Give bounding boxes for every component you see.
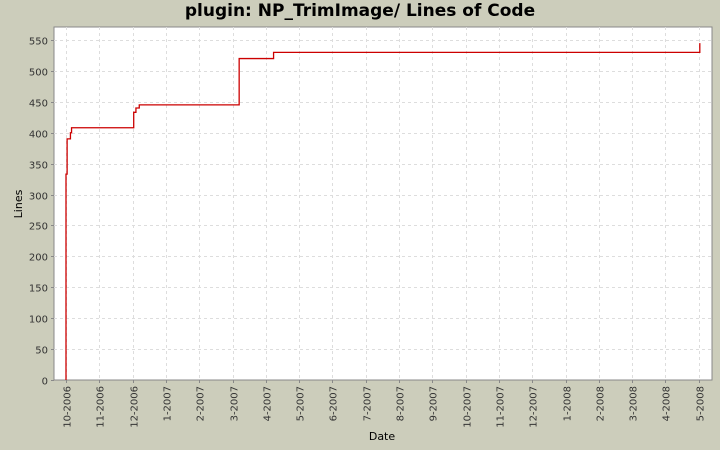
y-axis-label: Lines	[12, 189, 25, 218]
x-tick-label: 12-2007	[529, 386, 540, 428]
x-tick-label: 11-2006	[96, 386, 107, 428]
x-tick-label: 3-2008	[629, 386, 640, 421]
y-tick-label: 350	[29, 161, 48, 172]
y-tick-label: 100	[29, 315, 48, 326]
x-tick-label: 4-2008	[662, 386, 673, 421]
plot-area	[53, 26, 713, 381]
x-tick-label: 3-2007	[230, 386, 241, 421]
x-tick-label: 8-2007	[396, 386, 407, 421]
x-tick-label: 5-2007	[296, 386, 307, 421]
x-tick-label: 4-2007	[263, 386, 274, 421]
x-tick-label: 9-2007	[429, 386, 440, 421]
y-tick-label: 550	[29, 37, 48, 48]
chart-title: plugin: NP_TrimImage/ Lines of Code	[184, 1, 536, 21]
x-tick-label: 7-2007	[363, 386, 374, 421]
x-tick-label: 1-2007	[163, 386, 174, 421]
y-tick-label: 500	[29, 68, 48, 79]
x-axis: 10-2006 11-2006 12-2006 1-2007 2-2007 3-2007 4…	[63, 380, 707, 428]
y-tick-label: 200	[29, 253, 48, 264]
x-tick-label: 5-2008	[696, 386, 707, 421]
y-tick-label: 150	[29, 284, 48, 295]
x-axis-label: Date	[369, 430, 396, 443]
x-tick-label: 10-2006	[63, 386, 74, 428]
y-tick-label: 400	[29, 130, 48, 141]
y-tick-label: 50	[35, 346, 48, 357]
x-tick-label: 11-2007	[496, 386, 507, 428]
x-tick-label: 12-2006	[130, 386, 141, 428]
x-tick-label: 2-2008	[596, 386, 607, 421]
y-axis: 0 50 100 150 200 250 300 350 400 450 500 550	[29, 37, 54, 388]
y-tick-label: 0	[42, 377, 48, 388]
x-tick-label: 2-2007	[196, 386, 207, 421]
x-tick-label: 6-2007	[329, 386, 340, 421]
lines-of-code-series	[65, 43, 701, 380]
x-tick-label: 1-2008	[563, 386, 574, 421]
y-tick-label: 450	[29, 99, 48, 110]
x-tick-label: 10-2007	[463, 386, 474, 428]
y-tick-label: 300	[29, 192, 48, 203]
grid-lines	[54, 27, 712, 380]
y-tick-label: 250	[29, 222, 48, 233]
